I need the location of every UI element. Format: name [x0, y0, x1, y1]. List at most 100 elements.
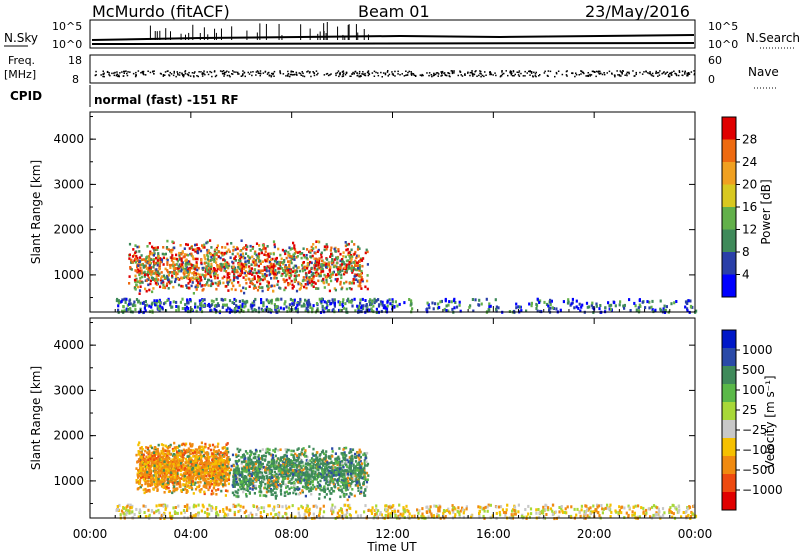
heatmap-cell: [161, 279, 164, 283]
heatmap-cell: [163, 476, 166, 480]
heatmap-cell: [202, 454, 205, 458]
heatmap-cell: [227, 289, 230, 292]
freq-point: [394, 75, 396, 77]
heatmap-cell: [176, 487, 179, 490]
freq-point: [471, 70, 473, 72]
heatmap-cell: [166, 282, 169, 286]
heatmap-cell: [546, 303, 549, 306]
heatmap-cell: [174, 478, 177, 481]
heatmap-cell: [176, 455, 179, 459]
heatmap-cell: [345, 287, 348, 291]
freq-point: [289, 75, 291, 78]
heatmap-cell: [221, 472, 224, 476]
freq-point: [337, 70, 340, 72]
freq-point: [242, 70, 244, 72]
heatmap-cell: [299, 299, 302, 303]
heatmap-cell: [189, 460, 192, 464]
heatmap-cell: [197, 455, 200, 459]
heatmap-cell: [143, 462, 146, 466]
heatmap-cell: [180, 257, 183, 260]
heatmap-cell: [254, 297, 257, 301]
heatmap-cell: [297, 281, 300, 284]
heatmap-cell: [287, 448, 290, 452]
heatmap-cell: [233, 270, 236, 274]
freq-point: [655, 70, 657, 73]
heatmap-cell: [288, 282, 291, 286]
heatmap-cell: [307, 276, 310, 280]
freq-point: [603, 73, 606, 76]
heatmap-cell: [179, 450, 182, 454]
heatmap-cell: [133, 259, 136, 263]
heatmap-cell: [295, 306, 298, 310]
heatmap-cell: [139, 281, 142, 285]
heatmap-cell: [325, 306, 328, 310]
heatmap-cell: [328, 268, 331, 272]
heatmap-cell: [205, 265, 208, 268]
freq-point: [109, 74, 111, 77]
heatmap-cell: [172, 261, 175, 264]
heatmap-cell: [173, 469, 176, 473]
heatmap-cell: [178, 251, 181, 255]
heatmap-cell: [245, 265, 248, 269]
heatmap-cell: [154, 271, 157, 275]
freq-point: [674, 72, 676, 75]
heatmap-cell: [289, 269, 292, 273]
heatmap-cell: [153, 478, 156, 482]
heatmap-cell: [160, 451, 163, 455]
heatmap-cell: [203, 262, 206, 265]
heatmap-cell: [345, 263, 348, 267]
heatmap-cell: [144, 481, 147, 484]
freq-point: [433, 73, 435, 76]
heatmap-cell: [169, 266, 172, 269]
heatmap-cell: [182, 271, 185, 275]
freq-point: [589, 75, 591, 77]
heatmap-cell: [197, 458, 200, 462]
heatmap-cell: [590, 303, 593, 307]
heatmap-cell: [172, 454, 175, 458]
freq-point: [116, 71, 118, 73]
heatmap-cell: [167, 248, 170, 251]
heatmap-cell: [359, 273, 362, 276]
heatmap-cell: [339, 270, 342, 274]
freq-point: [459, 71, 462, 73]
heatmap-cell: [351, 281, 354, 285]
heatmap-cell: [325, 276, 328, 279]
freq-point: [127, 71, 129, 73]
heatmap-cell: [184, 461, 187, 465]
heatmap-cell: [211, 489, 214, 493]
heatmap-cell: [213, 257, 216, 261]
heatmap-cell: [161, 306, 164, 310]
heatmap-cell: [319, 274, 322, 278]
heatmap-cell: [344, 241, 347, 244]
freq-point: [687, 74, 689, 77]
heatmap-cell: [182, 472, 186, 475]
heatmap-cell: [586, 305, 589, 309]
freq-point: [578, 74, 580, 76]
heatmap-cell: [128, 302, 131, 306]
heatmap-cell: [130, 268, 133, 271]
freq-point: [432, 74, 435, 77]
heatmap-cell: [290, 247, 294, 250]
heatmap-cell: [329, 302, 332, 306]
freq-point: [626, 71, 629, 74]
freq-point: [371, 72, 374, 74]
freq-point: [356, 74, 358, 77]
heatmap-cell: [154, 461, 157, 464]
heatmap-cell: [168, 490, 171, 493]
heatmap-cell: [273, 245, 276, 249]
heatmap-cell: [356, 261, 359, 265]
heatmap-cell: [350, 264, 353, 268]
heatmap-cell: [251, 278, 254, 281]
heatmap-cell: [215, 269, 218, 273]
heatmap-cell: [326, 258, 329, 261]
freq-point: [530, 72, 533, 74]
heatmap-cell: [257, 264, 260, 268]
heatmap-cell: [185, 265, 188, 269]
heatmap-cell: [396, 304, 399, 308]
heatmap-cell: [218, 456, 221, 460]
heatmap-cell: [316, 268, 319, 271]
heatmap-cell: [121, 309, 124, 313]
freq-point: [232, 70, 234, 72]
heatmap-cell: [288, 303, 291, 307]
heatmap-cell: [147, 276, 150, 280]
